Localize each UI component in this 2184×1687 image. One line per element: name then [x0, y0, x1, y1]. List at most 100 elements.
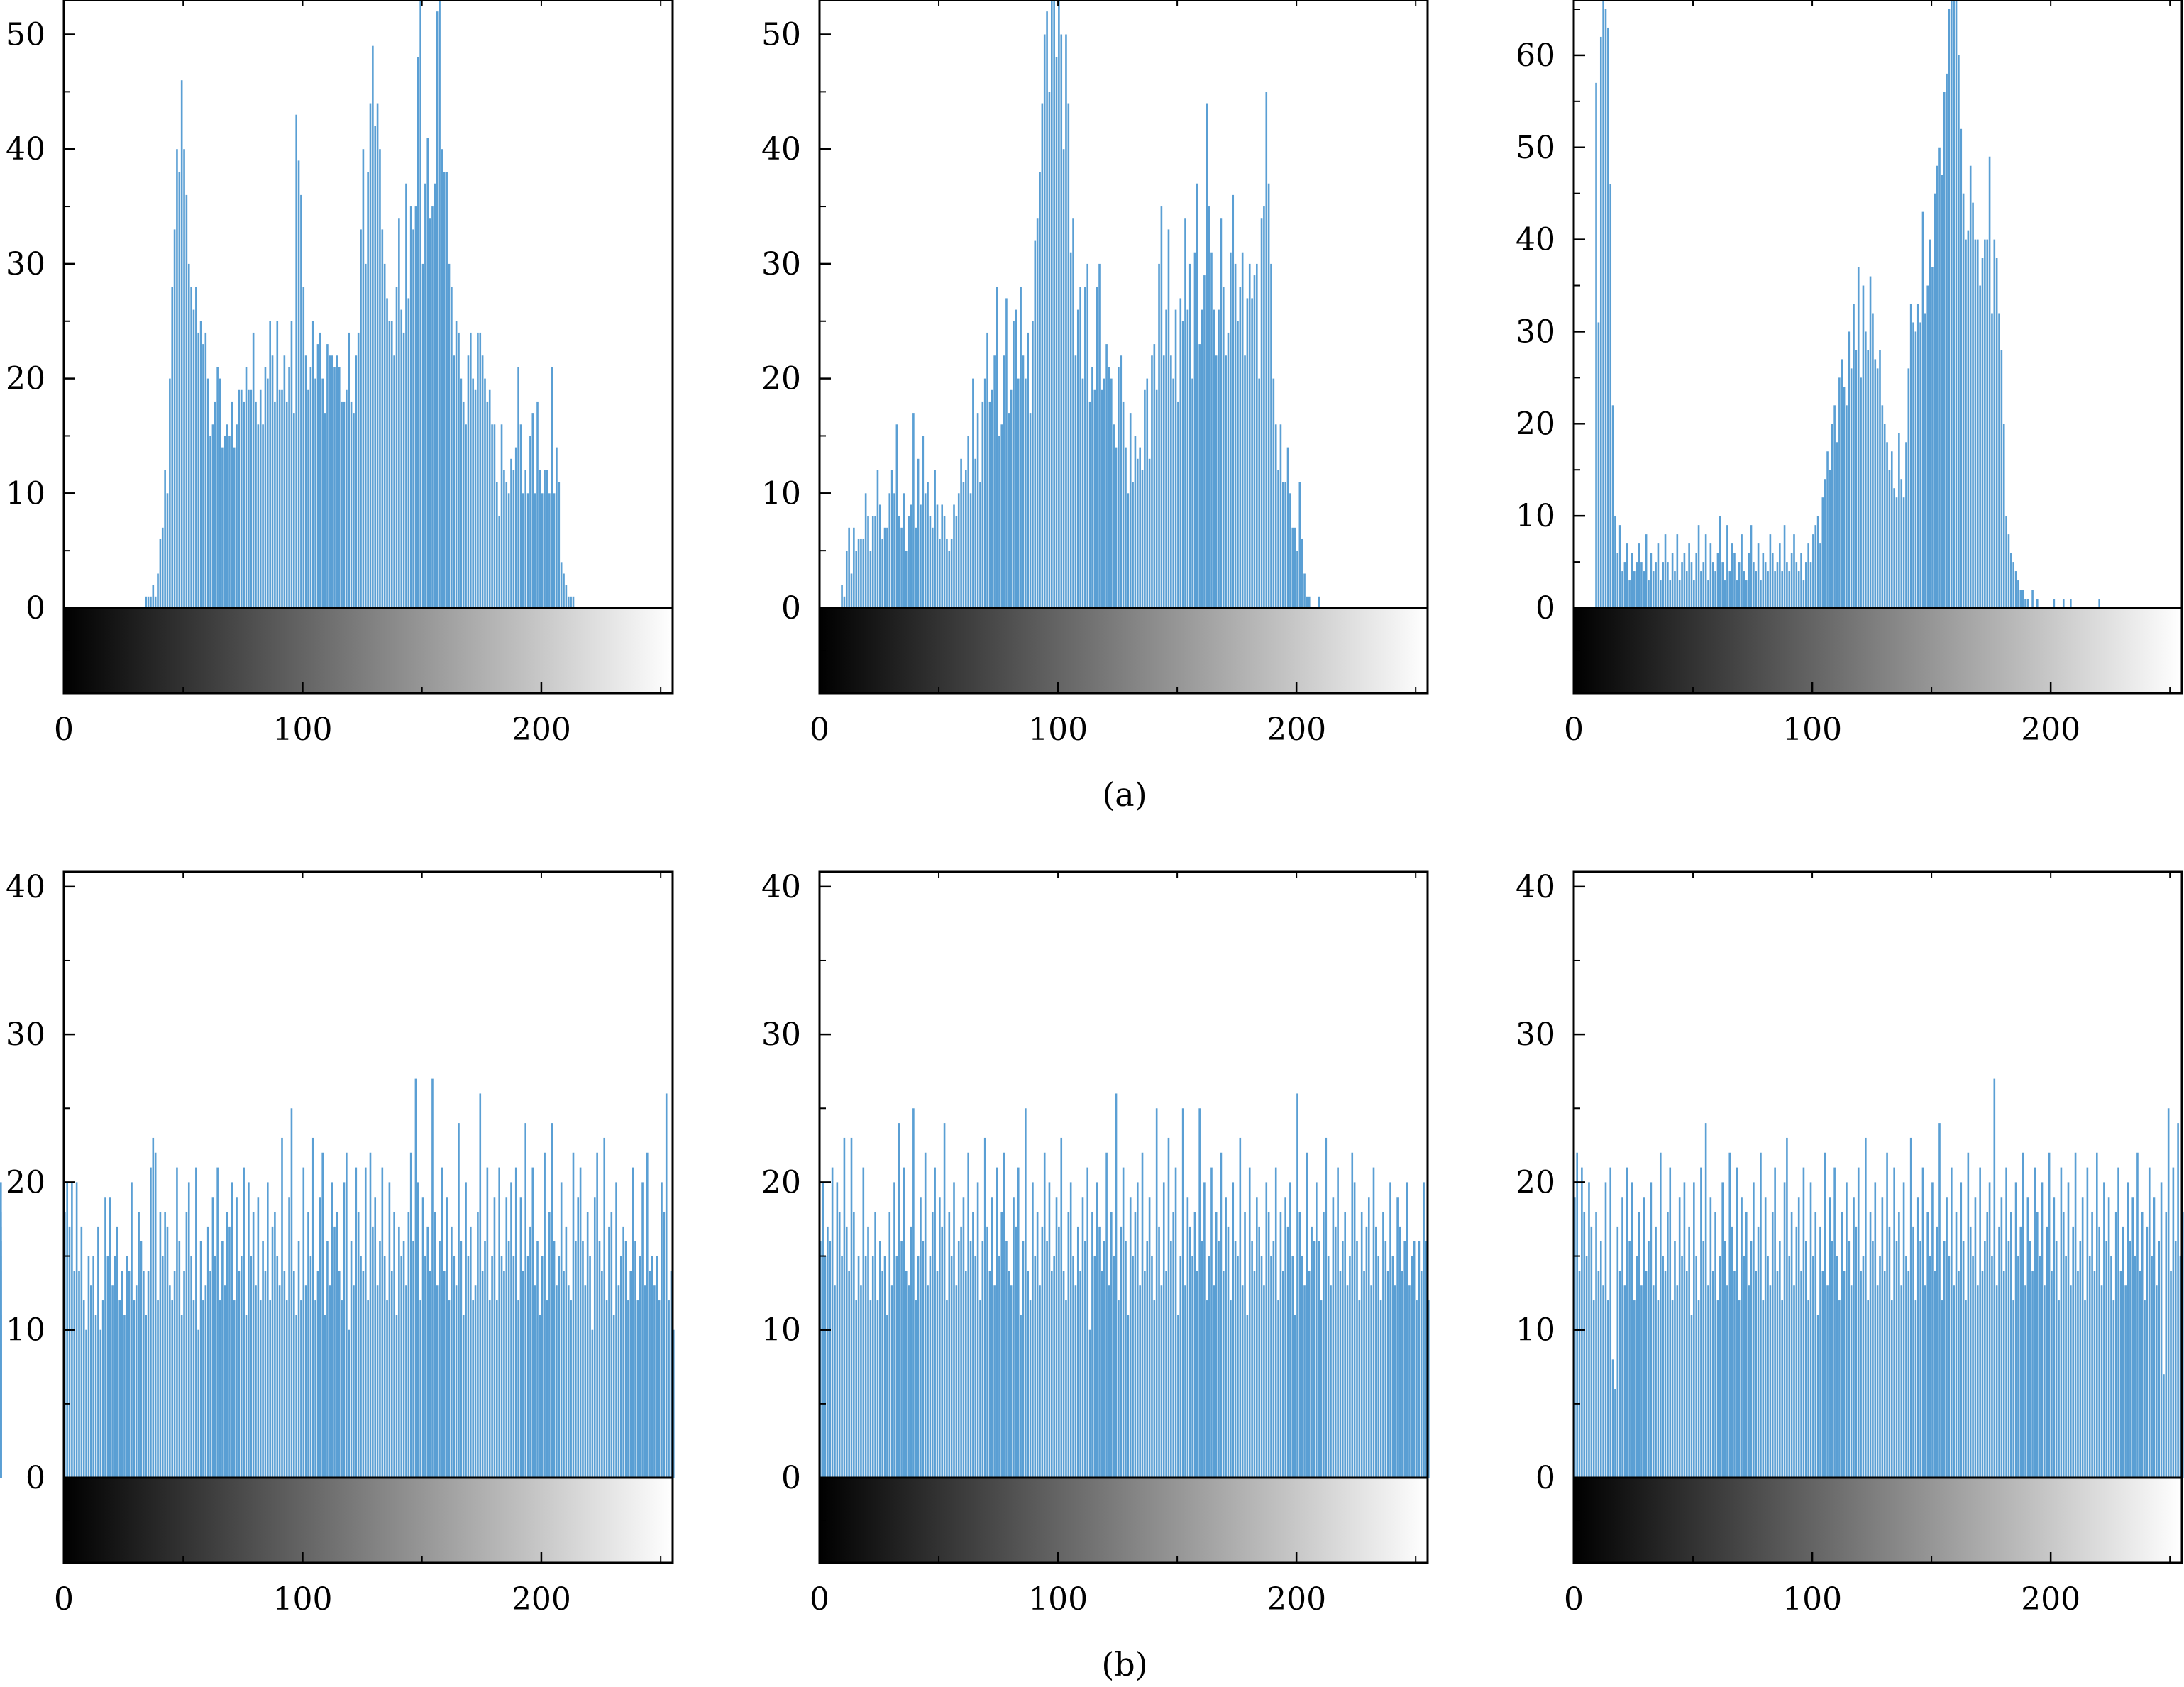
histogram-bar	[848, 1271, 850, 1478]
histogram-bar	[1776, 562, 1779, 608]
histogram-bar	[1631, 1182, 1633, 1478]
histogram-bar	[1664, 534, 1667, 608]
histogram-bar	[133, 1300, 136, 1478]
histogram-bar	[1399, 1226, 1401, 1478]
histogram-bar	[1230, 1300, 1232, 1478]
x-tick-label: 100	[1782, 1581, 1842, 1617]
histogram-bar	[939, 538, 941, 608]
histogram-panel-b-1: 0 10 20 30 40 0 100 200	[0, 869, 675, 1617]
histogram-bar	[116, 1226, 118, 1478]
histogram-bar	[1786, 1137, 1788, 1478]
histogram-bar	[400, 309, 403, 608]
histogram-bar	[405, 1285, 407, 1478]
histogram-bar	[409, 1152, 412, 1478]
histogram-bar	[1118, 1300, 1120, 1478]
histogram-bar	[1760, 580, 1762, 608]
histogram-bar	[393, 1212, 395, 1478]
histogram-bar	[1833, 1167, 1836, 1478]
histogram-bar	[883, 527, 886, 608]
histogram-bar	[355, 1167, 358, 1478]
histogram-bar	[898, 516, 900, 608]
histogram-bar	[1179, 298, 1182, 608]
histogram-bar	[1745, 580, 1748, 608]
histogram-bar	[565, 585, 568, 608]
histogram-bar	[1120, 1226, 1123, 1478]
histogram-bar	[612, 1315, 615, 1478]
histogram-bar	[1860, 377, 1862, 608]
x-tick-label: 200	[1267, 712, 1326, 748]
histogram-bar	[548, 1212, 551, 1478]
histogram-bar	[1611, 405, 1614, 608]
histogram-bar	[1003, 1152, 1005, 1478]
histogram-bar	[1069, 1182, 1072, 1478]
histogram-bar	[1213, 1285, 1215, 1478]
y-tick-label: 30	[761, 246, 801, 282]
histogram-bar	[1757, 1226, 1760, 1478]
histogram-bar	[1998, 1226, 2000, 1478]
histogram-bar	[362, 149, 365, 608]
histogram-bar	[1912, 1226, 1914, 1478]
histogram-bar	[2084, 1300, 2086, 1478]
histogram-bar	[259, 389, 262, 608]
histogram-bar	[364, 1167, 367, 1478]
histogram-bar	[414, 1078, 417, 1478]
histogram-bar	[1241, 252, 1244, 608]
histogram-bar	[1179, 1256, 1182, 1478]
histogram-bar	[608, 1226, 610, 1478]
histogram-bar	[1027, 1271, 1029, 1478]
y-tick-label: 20	[6, 361, 45, 397]
histogram-bar	[1232, 194, 1235, 608]
histogram-bar	[1819, 543, 1821, 608]
histogram-bar	[245, 1315, 248, 1478]
histogram-bar	[1301, 1256, 1303, 1478]
histogram-bar	[316, 344, 319, 608]
histogram-bar	[75, 1182, 78, 1478]
histogram-bar	[2091, 1212, 2093, 1478]
histogram-bar	[853, 1212, 855, 1478]
histogram-bar	[1652, 571, 1655, 608]
histogram-bar	[2036, 599, 2039, 608]
histogram-bar	[278, 389, 281, 608]
histogram-bar	[1048, 92, 1051, 609]
histogram-bar	[374, 126, 377, 608]
histogram-bar	[1588, 1182, 1590, 1478]
histogram-bar	[1941, 1300, 1943, 1478]
histogram-bar	[936, 504, 939, 608]
histogram-bar	[1048, 1182, 1051, 1478]
histogram-bar	[1167, 1137, 1170, 1478]
histogram-bar	[1158, 263, 1160, 608]
histogram-bar	[1158, 1226, 1160, 1478]
histogram-bar	[2074, 1152, 2077, 1478]
histogram-bar	[1816, 1315, 1819, 1478]
histogram-bar	[981, 1241, 984, 1478]
histogram-bar	[1867, 1300, 1869, 1478]
histogram-bar	[341, 401, 343, 608]
histogram-bar	[426, 1226, 429, 1478]
x-tick-label: 0	[810, 712, 829, 748]
histogram-bar	[1000, 1212, 1003, 1478]
histogram-bar	[629, 1271, 632, 1478]
histogram-bar	[1626, 543, 1628, 608]
y-tick-label: 20	[6, 1164, 45, 1200]
histogram-bar	[209, 436, 211, 608]
histogram-bar	[1993, 1078, 1996, 1478]
histogram-bar	[986, 1226, 988, 1478]
histogram-bar	[1232, 1182, 1235, 1478]
histogram-panel-a-1: 0 10 20 30 40 50 0 100 200	[6, 0, 674, 748]
histogram-bar	[1134, 1212, 1137, 1478]
histogram-bar	[402, 1241, 405, 1478]
histogram-bar	[1129, 1197, 1132, 1478]
histogram-bar	[1774, 1167, 1776, 1478]
histogram-bar	[248, 389, 250, 608]
histogram-bar	[1139, 447, 1141, 608]
histogram-bar	[465, 424, 467, 608]
histogram-bar	[1767, 571, 1769, 608]
histogram-bar	[458, 1123, 460, 1478]
histogram-bar	[439, 1241, 441, 1478]
histogram-bar	[1230, 252, 1232, 608]
histogram-bar	[467, 1256, 470, 1478]
histogram-bar	[243, 401, 245, 608]
histogram-bar	[531, 413, 534, 608]
histogram-bar	[1667, 1212, 1669, 1478]
histogram-bar	[1633, 571, 1636, 608]
